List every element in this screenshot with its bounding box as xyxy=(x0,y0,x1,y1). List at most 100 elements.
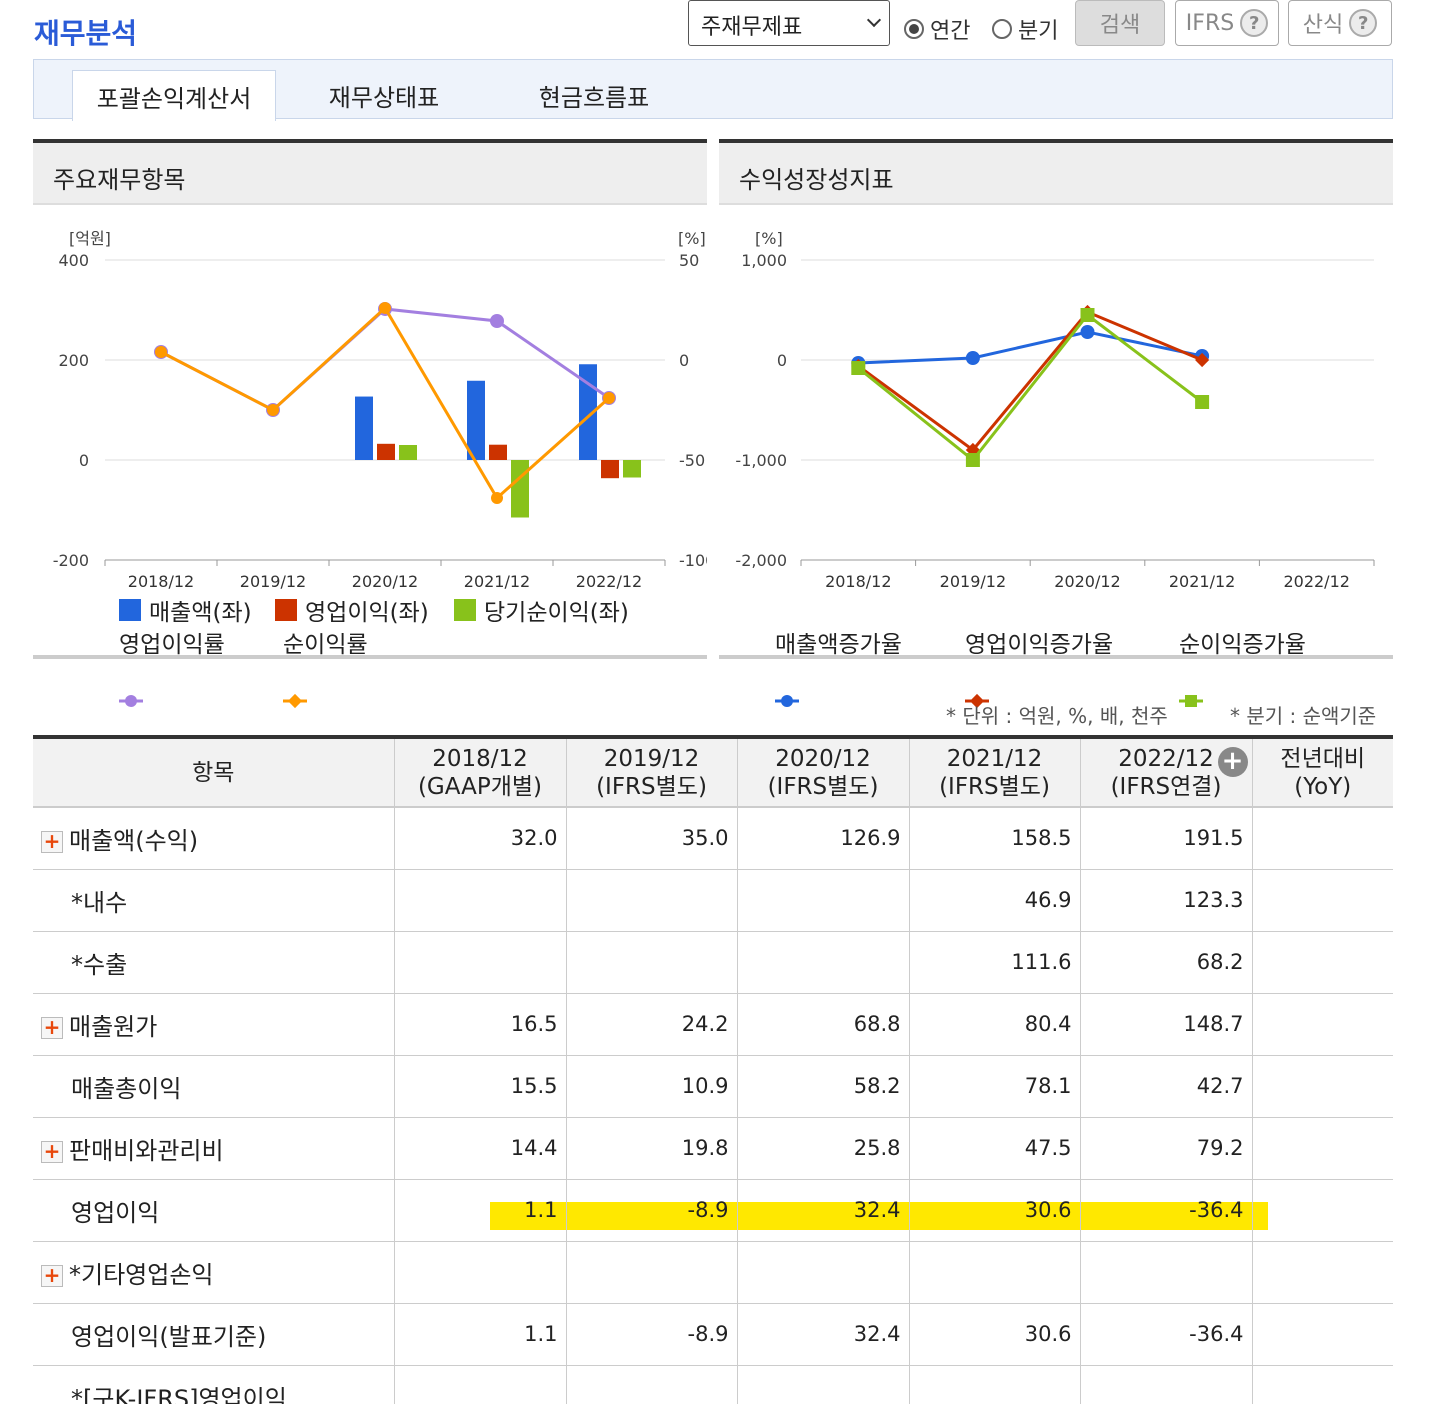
row-label-text: 매출액(수익) xyxy=(69,826,199,855)
radio-checked-icon xyxy=(904,19,924,39)
expand-plus-icon[interactable]: + xyxy=(41,1016,63,1039)
table-cell xyxy=(736,869,909,932)
bar-operating-income xyxy=(601,460,619,479)
legend-swatch xyxy=(119,599,141,621)
right-tick-label: 50 xyxy=(679,251,699,270)
table-cell xyxy=(908,1365,1080,1404)
table-row: + *기타영업손익 xyxy=(33,1241,1393,1304)
table-cell xyxy=(565,931,737,994)
y-tick-label: -2,000 xyxy=(735,551,787,570)
row-label-text: 판매비와관리비 xyxy=(69,1136,224,1165)
growth-chart: [%] 1,000 0 -1,000 -2,000 2018/12 2019/12 2020/… xyxy=(735,229,1375,589)
row-label[interactable]: + 매출원가 xyxy=(33,993,394,1056)
table-row: *수출 111.6 68.2 xyxy=(33,931,1393,994)
header-year: 2021/12 (IFRS별도) xyxy=(908,737,1080,808)
yoy-cell xyxy=(1251,1303,1393,1366)
table-cell xyxy=(565,1365,737,1404)
x-tick-label: 2019/12 xyxy=(240,572,306,589)
table-cell: 68.8 xyxy=(736,993,909,1056)
table-cell: 10.9 xyxy=(565,1055,737,1118)
yoy-cell xyxy=(1251,1365,1393,1404)
expand-plus-icon[interactable]: + xyxy=(41,830,63,853)
table-cell xyxy=(393,869,566,932)
radio-quarter[interactable]: 분기 xyxy=(992,6,1058,52)
x-tick-label: 2021/12 xyxy=(464,572,530,589)
row-label: 영업이익(발표기준) xyxy=(33,1303,394,1366)
bar-revenue xyxy=(467,380,485,460)
table-cell: 32.4 xyxy=(736,1179,909,1242)
legend-net-margin: 순이익률 xyxy=(283,625,368,709)
table-cell: 68.2 xyxy=(1079,931,1252,994)
legend-revenue: 매출액(좌) xyxy=(119,593,252,627)
y-tick-label: 1,000 xyxy=(741,251,787,270)
yoy-cell xyxy=(1251,993,1393,1056)
expand-plus-icon[interactable]: + xyxy=(41,1264,63,1287)
right-tick-label: -50 xyxy=(679,451,705,470)
page-title: 재무분석 xyxy=(34,17,138,50)
table-cell xyxy=(736,931,909,994)
table-cell: 14.4 xyxy=(393,1117,566,1180)
legend-operating-income: 영업이익(좌) xyxy=(275,593,429,627)
yoy-cell xyxy=(1251,1179,1393,1242)
table-cell xyxy=(565,869,737,932)
legend-label: 영업이익(좌) xyxy=(305,600,429,626)
table-cell xyxy=(736,1241,909,1304)
left-axis-unit: [억원] xyxy=(69,229,111,248)
table-cell: -8.9 xyxy=(565,1303,737,1366)
point-net-margin xyxy=(267,404,279,416)
row-label-text: 매출총이익 xyxy=(71,1074,182,1103)
row-label-text: *기타영업손익 xyxy=(69,1260,214,1289)
table-cell: 32.0 xyxy=(393,807,566,870)
legend-marker xyxy=(119,695,143,707)
row-label-text: 영업이익(발표기준) xyxy=(71,1322,267,1351)
row-label: 영업이익 xyxy=(33,1179,394,1242)
table-row: 영업이익(발표기준) 1.1 -8.9 32.4 30.6 -36.4 xyxy=(33,1303,1393,1366)
legend-marker xyxy=(283,693,307,709)
row-label[interactable]: + 매출액(수익) xyxy=(33,807,394,870)
table-cell: 19.8 xyxy=(565,1117,737,1180)
yoy-cell xyxy=(1251,1241,1393,1304)
radio-annual-label: 연간 xyxy=(930,19,971,44)
legend-operating-growth: 영업이익증가율 xyxy=(965,625,1113,709)
table-cell: 58.2 xyxy=(736,1055,909,1118)
tab-income-statement[interactable]: 포괄손익계산서 xyxy=(72,70,276,121)
expand-plus-icon[interactable]: + xyxy=(41,1140,63,1163)
ifrs-button-label: IFRS xyxy=(1185,10,1235,36)
ifrs-button[interactable]: IFRS ? xyxy=(1175,0,1279,46)
legend-marker xyxy=(1179,695,1203,707)
row-label-text: 매출원가 xyxy=(69,1012,158,1041)
left-tick-label: 400 xyxy=(58,251,89,270)
add-column-icon[interactable]: + xyxy=(1217,747,1248,777)
table-cell xyxy=(565,1241,737,1304)
yoy-cell xyxy=(1251,931,1393,994)
table-cell: 148.7 xyxy=(1079,993,1252,1056)
table-cell: 46.9 xyxy=(908,869,1080,932)
tab-cash-flow[interactable]: 현금흐름표 xyxy=(538,83,650,112)
x-tick-label: 2020/12 xyxy=(1054,572,1120,589)
bar-revenue xyxy=(355,396,373,460)
legend-marker xyxy=(775,695,799,707)
table-cell: 80.4 xyxy=(908,993,1080,1056)
search-button[interactable]: 검색 xyxy=(1075,0,1165,46)
header-year: 2020/12 (IFRS별도) xyxy=(736,737,909,808)
table-cell: 42.7 xyxy=(1079,1055,1252,1118)
radio-annual[interactable]: 연간 xyxy=(904,6,970,52)
right-axis-unit: [%] xyxy=(678,229,706,248)
table-cell: 47.5 xyxy=(908,1117,1080,1180)
statement-select[interactable]: 주재무제표 xyxy=(688,0,890,46)
formula-button[interactable]: 산식 ? xyxy=(1288,0,1392,46)
row-label[interactable]: + 판매비와관리비 xyxy=(33,1117,394,1180)
table-cell xyxy=(1079,1365,1252,1404)
tab-balance-sheet[interactable]: 재무상태표 xyxy=(328,83,440,112)
table-row: *내수 46.9 123.3 xyxy=(33,869,1393,932)
right-tick-label: 0 xyxy=(679,351,689,370)
quarter-note: * 분기 : 순액기준 xyxy=(1230,704,1377,728)
bar-net-income xyxy=(511,460,529,518)
table-cell xyxy=(393,931,566,994)
legend-label: 영업이익률 xyxy=(119,632,225,658)
table-cell: 30.6 xyxy=(908,1179,1080,1242)
table-cell: 1.1 xyxy=(393,1303,566,1366)
row-label[interactable]: + *기타영업손익 xyxy=(33,1241,394,1304)
header-item: 항목 xyxy=(33,737,394,808)
financials-chart: [억원] [%] 400 200 0 -200 50 0 -50 -100 2018/12 2019/… xyxy=(53,229,707,589)
